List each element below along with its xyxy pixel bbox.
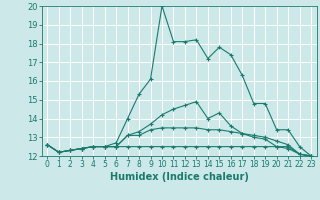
X-axis label: Humidex (Indice chaleur): Humidex (Indice chaleur) — [110, 172, 249, 182]
